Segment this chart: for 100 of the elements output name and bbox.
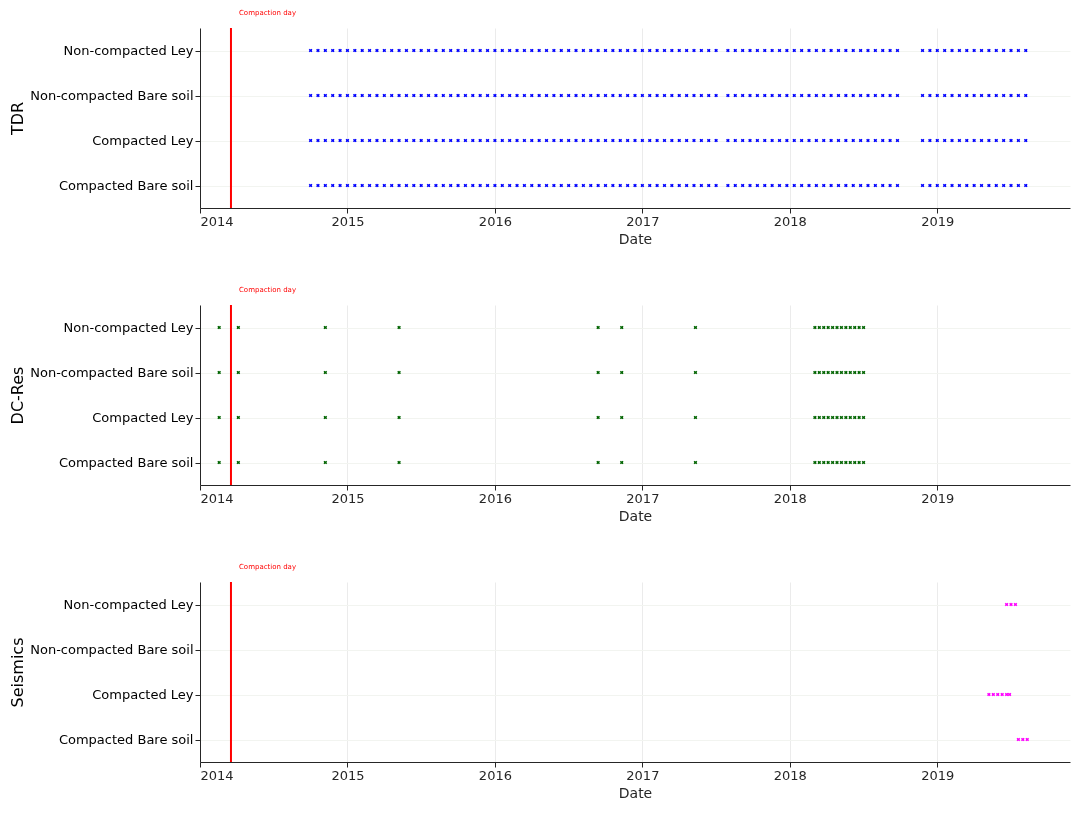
y-axis-title: TDR xyxy=(8,101,28,137)
point xyxy=(397,183,401,188)
point xyxy=(537,93,541,98)
point xyxy=(493,93,497,98)
point xyxy=(456,48,460,53)
point xyxy=(866,48,870,53)
point xyxy=(950,48,954,53)
x-tick-label: 2018 xyxy=(773,213,807,229)
point xyxy=(515,48,519,53)
point xyxy=(633,93,637,98)
point xyxy=(693,415,698,420)
point xyxy=(807,183,811,188)
point xyxy=(434,93,438,98)
point xyxy=(844,325,848,330)
point xyxy=(836,138,841,143)
point xyxy=(552,93,556,98)
point xyxy=(726,183,730,188)
y-axis-title: Seismics xyxy=(8,637,28,708)
point xyxy=(829,138,833,143)
x-tick-label: 2018 xyxy=(773,767,807,783)
point xyxy=(895,183,900,188)
point xyxy=(692,93,696,98)
y-tick-label: Non-compacted Ley xyxy=(63,597,194,612)
point xyxy=(515,183,519,188)
y-tick-label: Compacted Ley xyxy=(92,410,194,425)
point xyxy=(920,93,925,98)
point xyxy=(611,138,615,143)
point xyxy=(857,460,861,465)
y-tick-label: Non-compacted Ley xyxy=(63,320,194,335)
point xyxy=(972,48,976,53)
point xyxy=(655,183,659,188)
point xyxy=(596,48,600,53)
point xyxy=(574,93,578,98)
point xyxy=(726,48,730,53)
y-axis-title: DC-Res xyxy=(8,366,28,425)
point xyxy=(979,48,984,53)
point xyxy=(375,93,379,98)
y-tick-label: Compacted Ley xyxy=(92,133,194,148)
point xyxy=(316,48,320,53)
point xyxy=(777,138,782,143)
point xyxy=(655,48,659,53)
point xyxy=(972,183,976,188)
x-tick-label: 2014 xyxy=(200,490,234,506)
x-tick-label: 2016 xyxy=(478,213,512,229)
point xyxy=(844,415,848,420)
x-tick-label: 2014 xyxy=(200,767,234,783)
point xyxy=(785,48,789,53)
point xyxy=(544,93,549,98)
point xyxy=(397,93,401,98)
point xyxy=(552,48,556,53)
point xyxy=(920,48,925,53)
point xyxy=(748,183,752,188)
point xyxy=(813,415,817,420)
point xyxy=(928,48,932,53)
point xyxy=(633,48,637,53)
point xyxy=(748,138,752,143)
point xyxy=(485,183,490,188)
x-tick-label: 2016 xyxy=(478,767,512,783)
point xyxy=(485,48,490,53)
point xyxy=(770,138,774,143)
point xyxy=(397,325,401,330)
point xyxy=(493,183,497,188)
point xyxy=(987,93,991,98)
point xyxy=(375,48,379,53)
point xyxy=(979,93,984,98)
point xyxy=(888,138,892,143)
point xyxy=(785,183,789,188)
point xyxy=(338,138,342,143)
point xyxy=(655,138,659,143)
point xyxy=(979,183,984,188)
point xyxy=(596,183,600,188)
x-tick-label: 2017 xyxy=(626,490,660,506)
y-tick-label: Non-compacted Bare soil xyxy=(30,88,194,103)
point xyxy=(596,138,600,143)
point xyxy=(857,325,861,330)
point xyxy=(544,138,549,143)
point xyxy=(670,48,674,53)
point xyxy=(844,460,848,465)
point xyxy=(829,93,833,98)
point xyxy=(748,48,752,53)
point xyxy=(456,138,460,143)
point xyxy=(515,138,519,143)
point xyxy=(1009,48,1013,53)
point xyxy=(895,48,900,53)
point xyxy=(770,48,774,53)
point xyxy=(375,138,379,143)
point xyxy=(345,48,350,53)
y-tick-label: Compacted Bare soil xyxy=(58,455,194,470)
point xyxy=(987,138,991,143)
point xyxy=(813,370,817,375)
point xyxy=(836,183,841,188)
point xyxy=(662,48,667,53)
point xyxy=(537,138,541,143)
y-tick-label: Non-compacted Ley xyxy=(63,43,194,58)
point xyxy=(574,183,578,188)
point xyxy=(693,370,698,375)
point xyxy=(844,370,848,375)
point xyxy=(888,48,892,53)
point xyxy=(434,138,438,143)
point xyxy=(888,183,892,188)
